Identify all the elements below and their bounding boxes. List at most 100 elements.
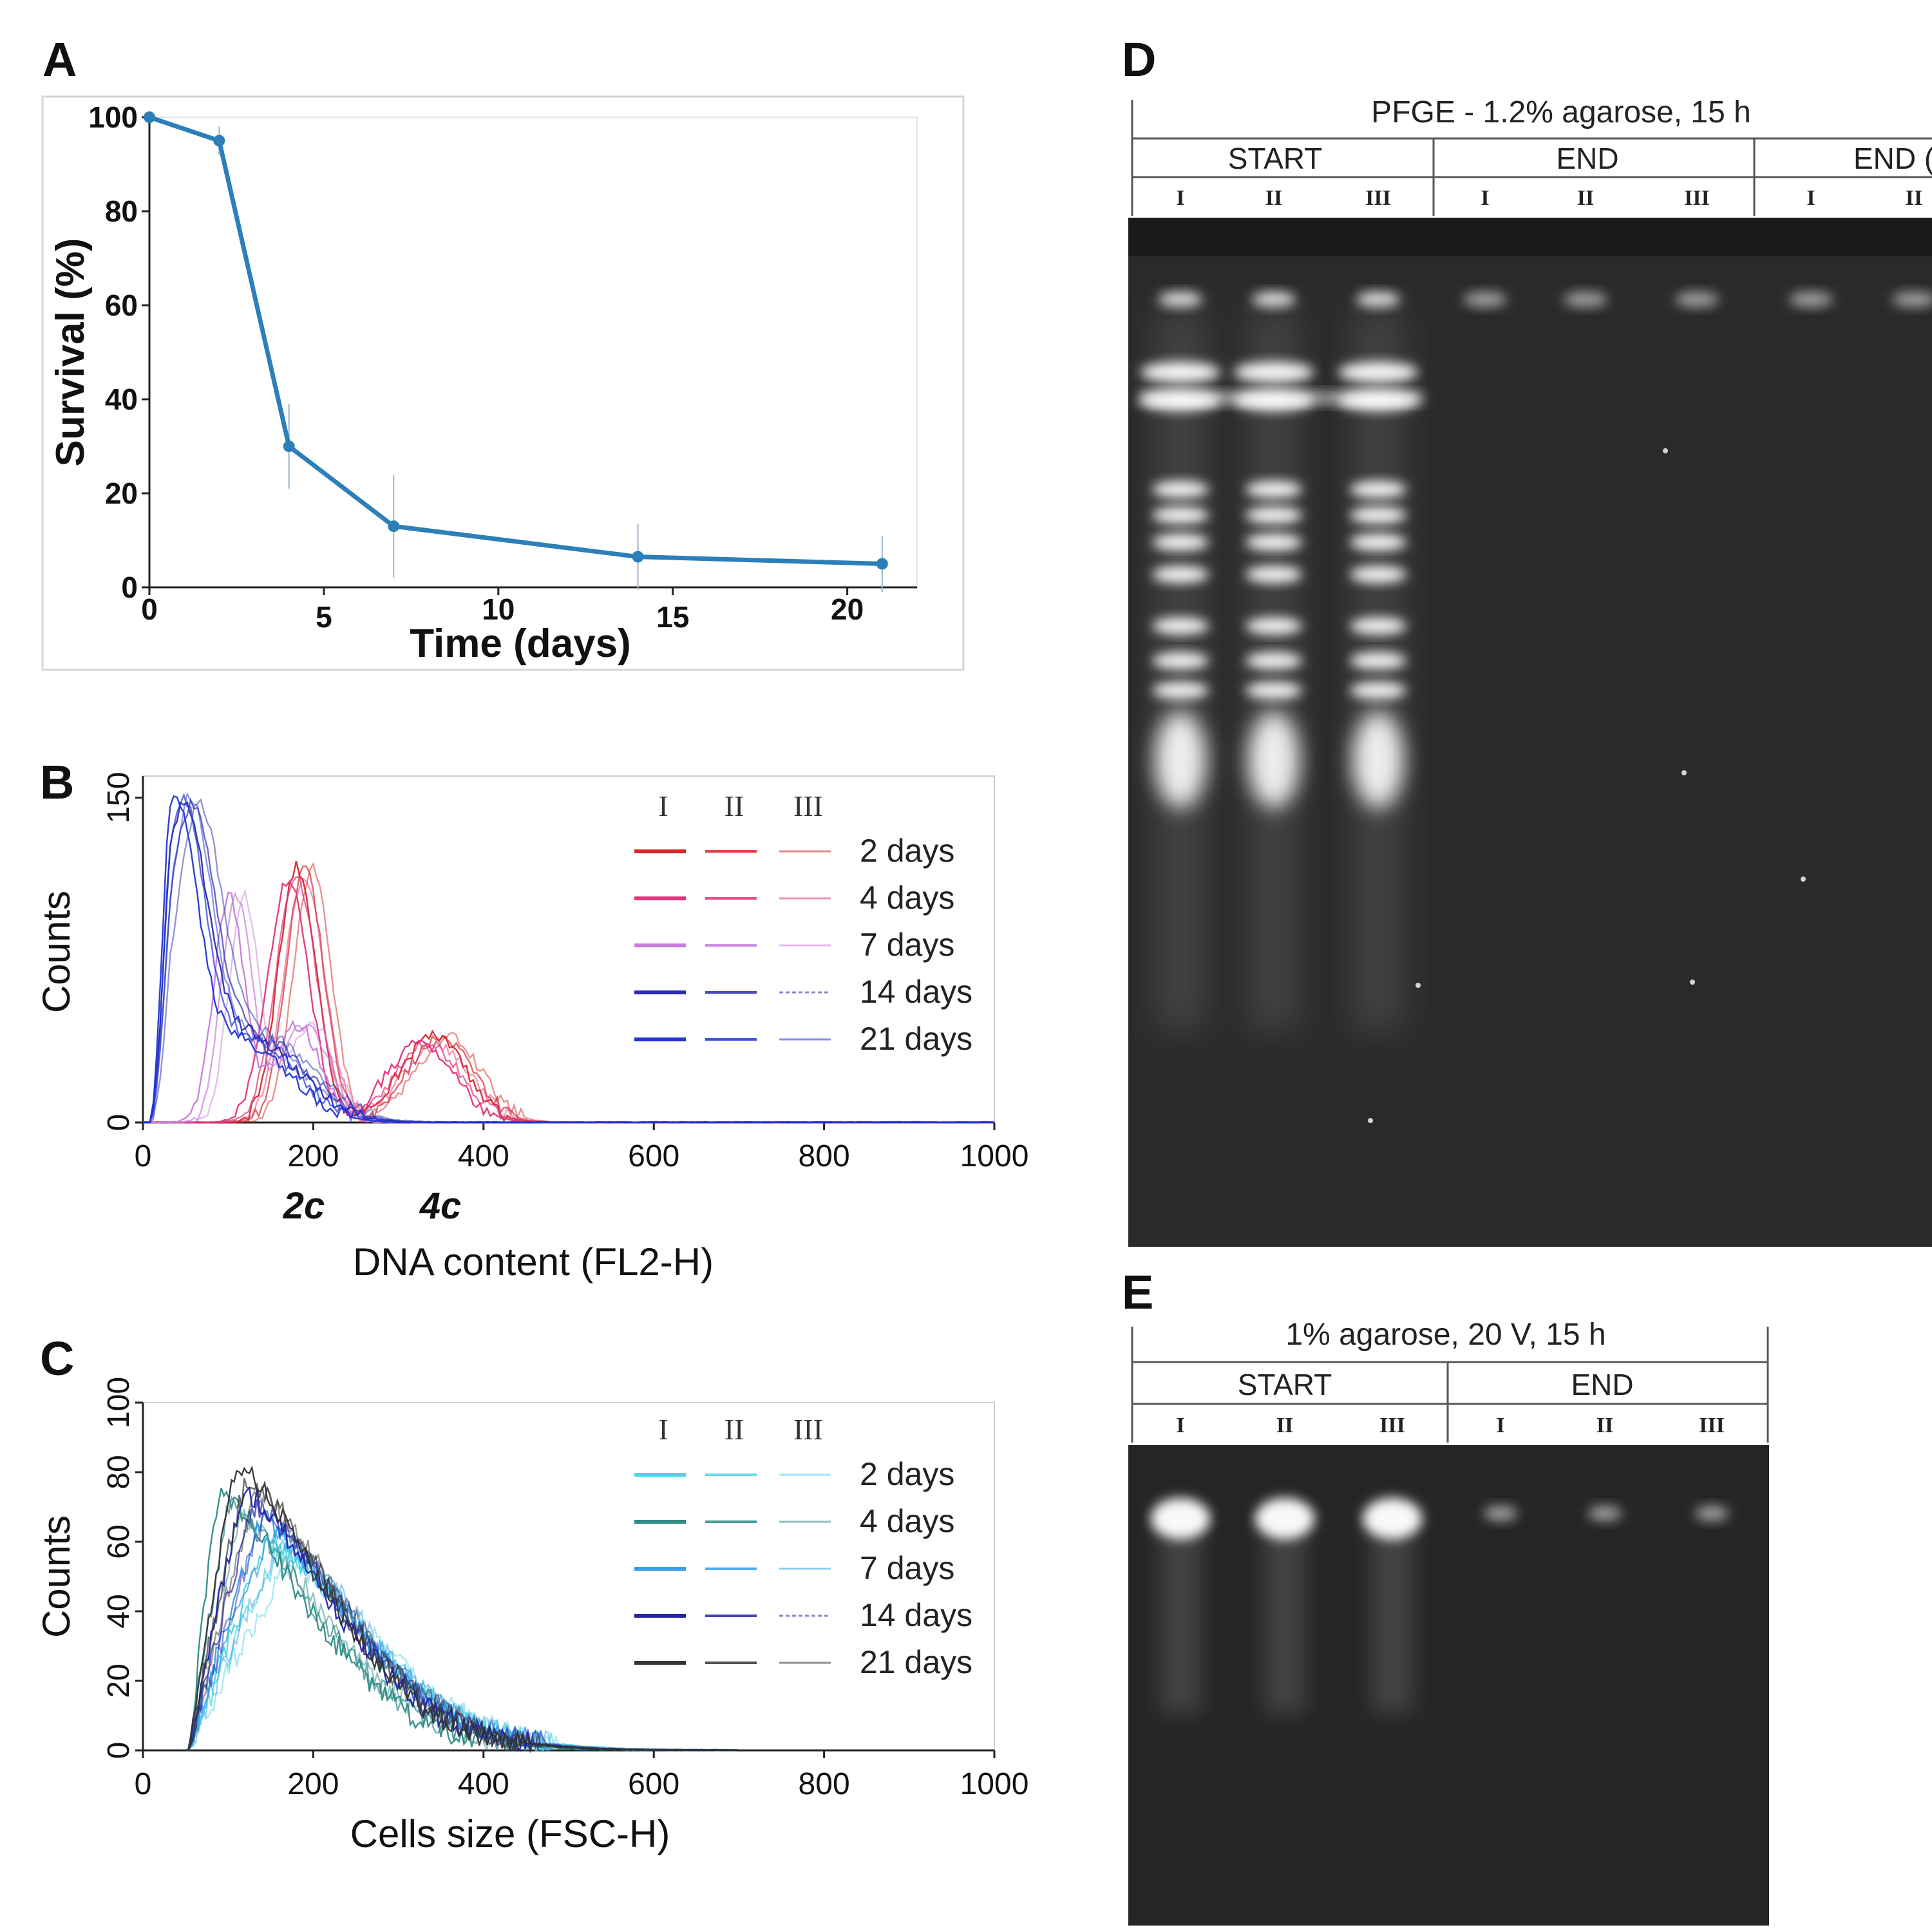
panel-a-plot-area — [149, 117, 918, 588]
x-tick-label: 600 — [628, 1139, 679, 1173]
y-tick-label: 60 — [102, 1524, 136, 1558]
gel-e-bands — [1151, 1498, 1728, 1713]
data-point — [213, 135, 225, 147]
legend-column-3: III — [793, 790, 823, 822]
gel-d-band — [1245, 566, 1302, 583]
legend-label: 2 days — [860, 1456, 954, 1492]
panel-b-y-label: Counts — [35, 891, 78, 1013]
panel-b-curves — [142, 791, 995, 1124]
gel-d-bands — [1140, 292, 1932, 1123]
x-tick-label: 200 — [287, 1139, 339, 1173]
legend-column-2: II — [724, 790, 744, 822]
x-tick-label: 0 — [141, 592, 158, 626]
gel-e-lane-label: I — [1496, 1414, 1504, 1437]
gel-d-band — [1245, 682, 1302, 699]
gel-e-band — [1695, 1506, 1728, 1521]
gel-d-band — [1234, 362, 1314, 383]
survival-line — [148, 115, 882, 566]
gel-d-lane-label: I — [1481, 186, 1489, 210]
gel-d-well — [1789, 292, 1833, 307]
x-tick-label: 200 — [287, 1767, 339, 1801]
gel-d-well — [1356, 292, 1400, 307]
gel-d-speckle — [1690, 980, 1695, 985]
panel-letter-d: D — [1122, 33, 1156, 86]
gel-d-lane-label: III — [1365, 186, 1391, 210]
gel-e-band — [1484, 1506, 1517, 1521]
legend-label: 14 days — [860, 1597, 972, 1633]
gel-d-title: PFGE - 1.2% agarose, 15 h — [1371, 95, 1751, 129]
gel-d-band — [1350, 652, 1406, 669]
gel-d-band — [1350, 682, 1406, 699]
annotation-2c: 2c — [283, 1185, 325, 1227]
y-tick-label: 80 — [105, 194, 138, 228]
gel-e-band — [1588, 1506, 1622, 1521]
panel-a-marks — [144, 111, 888, 592]
data-point — [632, 551, 644, 563]
gel-d-lane-label: I — [1176, 186, 1184, 210]
x-tick-label: 800 — [799, 1767, 850, 1801]
y-tick-label: 0 — [102, 1114, 136, 1132]
y-tick-label: 0 — [102, 1742, 136, 1759]
panel-a-x-label: Time (days) — [410, 621, 630, 666]
panel-b-ticks: 0 200 400 600 800 1000 0 150 — [102, 772, 1028, 1173]
gel-e-band — [1255, 1498, 1314, 1539]
gel-d-well — [1159, 292, 1202, 307]
data-point — [144, 111, 155, 123]
panel-c-x-label: Cells size (FSC-H) — [350, 1812, 670, 1855]
y-tick-label: 60 — [105, 289, 138, 322]
gel-d-band — [1350, 534, 1406, 551]
legend-column-3: III — [793, 1413, 823, 1446]
gel-d-band — [1152, 682, 1209, 699]
series-line — [142, 791, 995, 1124]
gel-d-band — [1350, 566, 1406, 583]
gel-d-well — [1463, 292, 1507, 307]
gel-d-band — [1245, 481, 1302, 498]
gel-d-lane-label: II — [1577, 186, 1594, 210]
gel-d-smear — [1156, 309, 1205, 1030]
gel-e-lane-label: II — [1276, 1414, 1293, 1437]
gel-d-lane-label: II — [1906, 186, 1922, 210]
legend-label: 21 days — [860, 1021, 972, 1057]
panel-letter-b: B — [40, 755, 74, 809]
gel-e-band — [1151, 1498, 1210, 1539]
gel-e-lane-label: I — [1176, 1414, 1184, 1437]
data-point — [283, 440, 295, 452]
gel-d-smear — [1354, 309, 1403, 1030]
gel-d-group-end-2: END ( — [1853, 142, 1932, 175]
legend-label: 21 days — [860, 1644, 972, 1680]
y-tick-label: 80 — [102, 1455, 136, 1489]
gel-d-speckle — [1663, 448, 1668, 453]
gel-e-lane-label: II — [1596, 1414, 1613, 1437]
data-point — [388, 520, 400, 533]
gel-e-group-start: START — [1238, 1368, 1332, 1401]
y-tick-label: 150 — [102, 772, 136, 824]
x-tick-label: 1000 — [960, 1139, 1029, 1173]
series-line — [185, 1487, 737, 1752]
gel-d-band — [1141, 362, 1220, 383]
x-tick-label: 5 — [316, 600, 332, 634]
gel-d-band — [1338, 362, 1418, 383]
series-line — [185, 1465, 737, 1752]
gel-e-smear — [1160, 1520, 1201, 1713]
gel-d-band — [1245, 618, 1302, 634]
gel-d-band — [1152, 534, 1209, 551]
gel-e-group-end: END — [1571, 1368, 1633, 1401]
panel-c-curves — [185, 1465, 738, 1754]
legend-label: 4 days — [860, 880, 954, 916]
gel-d-band-streak — [1140, 392, 1423, 404]
panel-d: D PFGE - 1.2% agarose, 15 h START END EN… — [1122, 33, 1932, 1247]
gel-d-lane-label: III — [1684, 186, 1710, 210]
gel-d-smear — [1249, 309, 1298, 1030]
data-point — [876, 558, 888, 570]
y-tick-label: 20 — [105, 477, 138, 510]
panel-c-y-label: Counts — [35, 1515, 78, 1638]
y-tick-label: 100 — [88, 100, 138, 134]
panel-letter-c: C — [40, 1332, 74, 1385]
panel-a-y-label: Survival (%) — [48, 238, 93, 467]
legend-label: 7 days — [860, 1550, 954, 1586]
y-tick-label: 40 — [102, 1594, 136, 1628]
